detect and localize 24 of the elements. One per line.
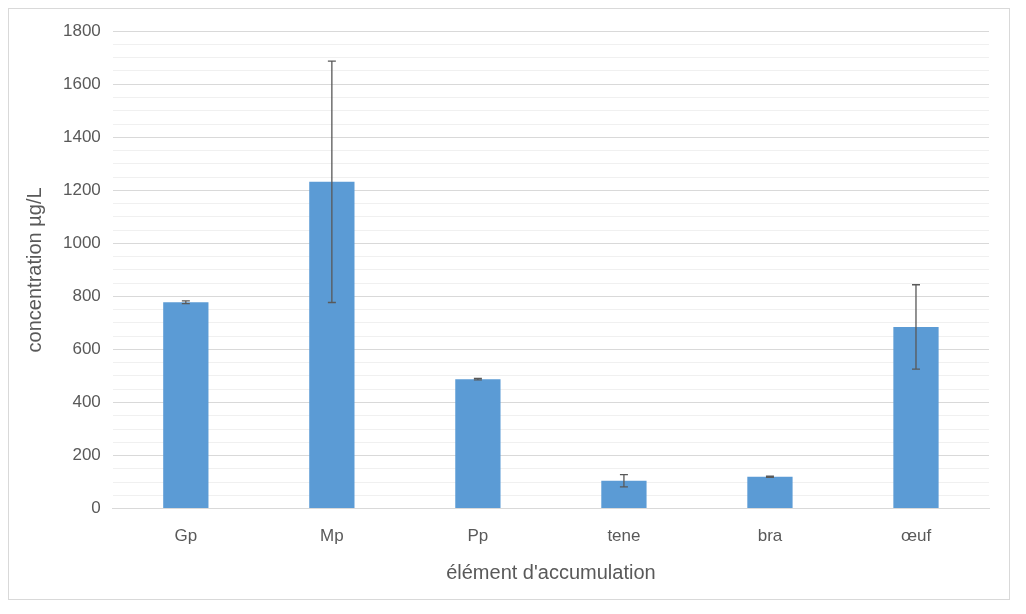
bar <box>601 480 647 509</box>
x-tick-label: Pp <box>467 526 489 546</box>
y-tick-label: 1200 <box>62 180 101 200</box>
y-tick-label: 0 <box>91 498 101 518</box>
bar <box>455 379 501 509</box>
bar <box>893 326 939 509</box>
bar <box>747 476 793 509</box>
y-tick-label: 200 <box>72 445 101 465</box>
x-tick-label: Gp <box>174 526 198 546</box>
y-tick-label: 1400 <box>62 126 101 146</box>
x-tick-label: Mp <box>320 526 344 546</box>
y-tick-label: 1800 <box>62 20 101 40</box>
y-tick-label: 1600 <box>62 73 101 93</box>
bar <box>163 302 209 509</box>
x-axis-title: élément d'accumulation <box>446 560 656 583</box>
y-tick-label: 400 <box>72 392 101 412</box>
y-tick-label: 800 <box>72 286 101 306</box>
x-tick-label: œuf <box>900 526 932 546</box>
y-tick-label: 1000 <box>62 233 101 253</box>
y-axis-title: concentration µg/L <box>22 187 45 353</box>
bar <box>309 181 355 509</box>
x-tick-label: bra <box>757 526 783 546</box>
y-tick-label: 600 <box>72 339 101 359</box>
x-tick-label: tene <box>607 526 641 546</box>
